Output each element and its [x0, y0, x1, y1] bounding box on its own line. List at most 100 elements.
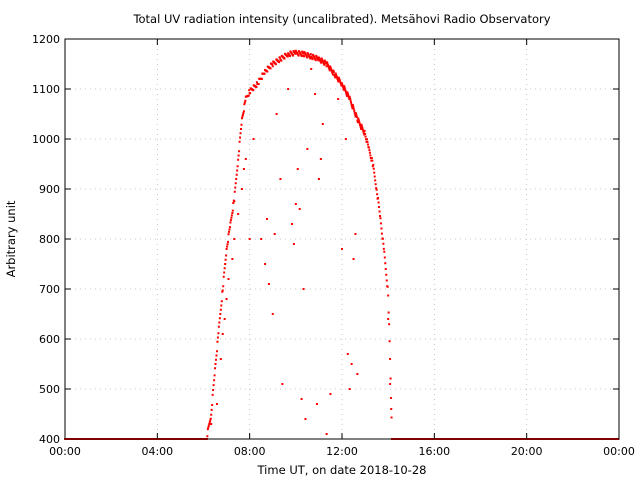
- envelope-point: [235, 173, 238, 176]
- chart-title: Total UV radiation intensity (uncalibrat…: [132, 12, 550, 26]
- envelope-point: [340, 83, 343, 86]
- scatter-point: [271, 313, 274, 315]
- envelope-point: [339, 81, 342, 84]
- envelope-point: [347, 94, 350, 97]
- envelope-point: [363, 129, 366, 132]
- y-tick-label: 1000: [32, 133, 60, 146]
- envelope-point: [384, 262, 387, 265]
- envelope-point: [388, 323, 391, 326]
- envelope-point: [338, 77, 341, 80]
- envelope-point: [210, 413, 213, 416]
- envelope-point: [371, 159, 374, 162]
- envelope-point: [306, 56, 309, 59]
- envelope-point: [207, 426, 210, 429]
- envelope-point: [247, 94, 250, 97]
- scatter-point: [341, 248, 343, 250]
- envelope-point: [378, 206, 381, 208]
- envelope-point: [239, 136, 242, 139]
- scatter-point: [252, 138, 255, 140]
- envelope-point: [221, 289, 224, 292]
- envelope-point: [257, 83, 260, 86]
- envelope-point: [228, 226, 231, 229]
- envelope-point: [217, 325, 220, 328]
- scatter-point: [210, 423, 213, 425]
- envelope-point: [367, 146, 370, 149]
- envelope-point: [317, 56, 320, 59]
- envelope-point: [342, 87, 345, 90]
- scatter-point: [302, 288, 305, 290]
- envelope-point: [330, 69, 333, 72]
- envelope-point: [334, 72, 337, 75]
- envelope-point: [222, 275, 225, 278]
- envelope-point: [209, 417, 212, 420]
- envelope-point: [232, 202, 235, 204]
- envelope-point: [376, 193, 379, 196]
- envelope-point: [339, 80, 342, 83]
- envelope-point: [320, 57, 323, 60]
- envelope-point: [224, 258, 227, 261]
- envelope-point: [360, 123, 363, 126]
- envelope-point: [356, 121, 359, 124]
- envelope-point: [278, 56, 281, 59]
- envelope-point: [271, 63, 274, 66]
- scatter-point: [292, 243, 295, 245]
- envelope-point: [353, 109, 356, 112]
- scatter-point: [290, 223, 293, 225]
- envelope-point: [380, 232, 383, 235]
- envelope-point: [338, 79, 341, 82]
- envelope-point: [382, 247, 385, 250]
- envelope-point: [346, 92, 349, 95]
- envelope-point: [325, 65, 328, 68]
- envelope-point: [369, 154, 372, 157]
- y-tick-label: 500: [39, 383, 60, 396]
- scatter-point: [298, 208, 301, 210]
- envelope-point: [252, 89, 255, 92]
- scatter-point: [321, 123, 324, 125]
- envelope-point: [342, 88, 345, 91]
- envelope-point: [228, 228, 231, 231]
- envelope-point: [324, 60, 327, 63]
- scatter-point: [352, 258, 355, 260]
- envelope-point: [236, 169, 239, 172]
- envelope-point: [373, 175, 376, 178]
- envelope-point: [218, 317, 221, 320]
- envelope-point: [320, 61, 323, 64]
- y-tick-label: 800: [39, 233, 60, 246]
- envelope-point: [215, 350, 218, 353]
- envelope-point: [355, 116, 358, 119]
- envelope-point: [213, 379, 216, 382]
- envelope-point: [240, 123, 243, 126]
- scatter-point: [287, 88, 290, 90]
- scatter-point: [314, 93, 317, 95]
- envelope-point: [208, 423, 211, 425]
- envelope-point: [343, 86, 346, 89]
- envelope-point: [335, 75, 338, 78]
- scatter-point: [317, 178, 320, 180]
- envelope-point: [375, 187, 378, 190]
- x-tick-label: 20:00: [511, 445, 543, 458]
- scatter-point: [215, 403, 218, 405]
- envelope-point: [348, 95, 351, 98]
- envelope-point: [234, 182, 237, 185]
- envelope-point: [322, 62, 325, 65]
- scatter-point: [281, 383, 284, 385]
- x-tick-label: 00:00: [603, 445, 635, 458]
- envelope-point: [333, 73, 336, 76]
- scatter-point: [354, 233, 357, 235]
- envelope-point: [271, 65, 274, 68]
- envelope-point: [211, 393, 214, 396]
- envelope-point: [249, 92, 252, 95]
- envelope-point: [325, 62, 328, 65]
- envelope-point: [243, 101, 246, 104]
- envelope-point: [229, 221, 232, 224]
- envelope-point: [321, 58, 324, 61]
- scatter-point: [267, 283, 270, 285]
- envelope-point: [208, 421, 211, 424]
- scatter-point: [242, 168, 245, 170]
- envelope-point: [318, 58, 321, 61]
- envelope-point: [374, 179, 377, 182]
- envelope-point: [337, 80, 340, 83]
- envelope-point: [389, 358, 392, 360]
- envelope-point: [227, 233, 230, 236]
